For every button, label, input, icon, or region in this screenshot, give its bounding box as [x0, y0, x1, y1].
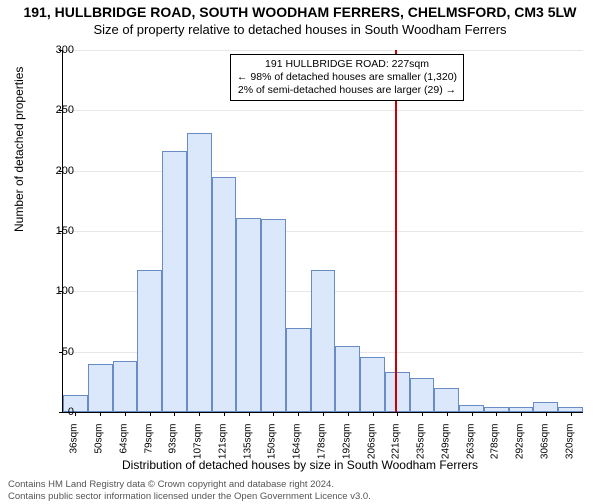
gridline	[63, 50, 583, 51]
ytick-label: 100	[34, 285, 74, 297]
address-title: 191, HULLBRIDGE ROAD, SOUTH WOODHAM FERR…	[0, 4, 600, 20]
xtick-label: 121sqm	[217, 424, 228, 474]
ytick-label: 50	[34, 346, 74, 358]
xtick-label: 278sqm	[490, 424, 501, 474]
histogram-bar	[162, 151, 187, 412]
annotation-box: 191 HULLBRIDGE ROAD: 227sqm← 98% of deta…	[230, 54, 464, 101]
xtick-label: 263sqm	[465, 424, 476, 474]
xtick-label: 36sqm	[69, 424, 80, 474]
xtick-mark	[546, 412, 547, 416]
gridline	[63, 110, 583, 111]
histogram-bar	[113, 361, 138, 412]
ytick-label: 250	[34, 104, 74, 116]
xtick-mark	[174, 412, 175, 416]
xtick-mark	[571, 412, 572, 416]
histogram-bar	[187, 133, 212, 412]
annotation-line3: 2% of semi-detached houses are larger (2…	[237, 84, 457, 97]
histogram-bar	[360, 357, 385, 413]
annotation-line2: ← 98% of detached houses are smaller (1,…	[237, 71, 457, 84]
footer-line2: Contains public sector information licen…	[8, 491, 371, 502]
histogram-bar	[385, 372, 410, 412]
xtick-label: 221sqm	[391, 424, 402, 474]
xtick-mark	[273, 412, 274, 416]
histogram-bar	[212, 177, 237, 412]
xtick-label: 192sqm	[341, 424, 352, 474]
histogram-bar	[335, 346, 360, 412]
annotation-line1: 191 HULLBRIDGE ROAD: 227sqm	[237, 58, 457, 71]
footer-attribution: Contains HM Land Registry data © Crown c…	[8, 479, 371, 502]
xtick-label: 64sqm	[118, 424, 129, 474]
xtick-mark	[348, 412, 349, 416]
gridline	[63, 231, 583, 232]
gridline	[63, 171, 583, 172]
histogram-bar	[311, 270, 336, 412]
xtick-mark	[199, 412, 200, 416]
xtick-label: 50sqm	[94, 424, 105, 474]
xtick-label: 107sqm	[193, 424, 204, 474]
histogram-bar	[434, 388, 459, 412]
xtick-mark	[496, 412, 497, 416]
histogram-bar	[533, 402, 558, 412]
xtick-label: 206sqm	[366, 424, 377, 474]
property-marker-line	[395, 50, 397, 412]
xtick-label: 79sqm	[143, 424, 154, 474]
histogram-bar	[88, 364, 113, 412]
xtick-label: 320sqm	[564, 424, 575, 474]
xtick-label: 249sqm	[440, 424, 451, 474]
ytick-label: 300	[34, 44, 74, 56]
xtick-label: 93sqm	[168, 424, 179, 474]
subtitle: Size of property relative to detached ho…	[0, 22, 600, 37]
chart-area	[62, 50, 582, 412]
ytick-label: 0	[34, 406, 74, 418]
xtick-mark	[150, 412, 151, 416]
xtick-mark	[298, 412, 299, 416]
xtick-label: 306sqm	[539, 424, 550, 474]
xtick-mark	[125, 412, 126, 416]
xtick-mark	[100, 412, 101, 416]
xtick-label: 150sqm	[267, 424, 278, 474]
xtick-label: 135sqm	[242, 424, 253, 474]
y-axis-label: Number of detached properties	[12, 67, 26, 232]
histogram-bar	[236, 218, 261, 412]
xtick-mark	[422, 412, 423, 416]
xtick-mark	[373, 412, 374, 416]
xtick-label: 292sqm	[515, 424, 526, 474]
ytick-label: 150	[34, 225, 74, 237]
xtick-mark	[249, 412, 250, 416]
xtick-mark	[397, 412, 398, 416]
xtick-mark	[224, 412, 225, 416]
footer-line1: Contains HM Land Registry data © Crown c…	[8, 479, 371, 490]
xtick-mark	[75, 412, 76, 416]
xtick-label: 235sqm	[416, 424, 427, 474]
histogram-bar	[459, 405, 484, 412]
xtick-label: 178sqm	[317, 424, 328, 474]
xtick-mark	[521, 412, 522, 416]
histogram-bar	[286, 328, 311, 412]
plot-region	[62, 50, 583, 413]
xtick-mark	[323, 412, 324, 416]
xtick-mark	[472, 412, 473, 416]
ytick-label: 200	[34, 165, 74, 177]
histogram-bar	[261, 219, 286, 412]
histogram-bar	[137, 270, 162, 412]
histogram-bar	[410, 378, 435, 412]
xtick-label: 164sqm	[292, 424, 303, 474]
xtick-mark	[447, 412, 448, 416]
